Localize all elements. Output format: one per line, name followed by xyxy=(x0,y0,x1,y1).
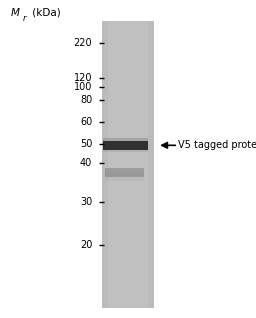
Text: 220: 220 xyxy=(73,38,92,48)
Text: r: r xyxy=(23,14,27,23)
Bar xyxy=(105,171,144,176)
Text: 50: 50 xyxy=(80,139,92,149)
Text: 30: 30 xyxy=(80,197,92,207)
Text: (kDa): (kDa) xyxy=(29,8,61,18)
Bar xyxy=(105,174,144,181)
Bar xyxy=(102,21,154,308)
Text: 60: 60 xyxy=(80,117,92,128)
Text: 40: 40 xyxy=(80,158,92,168)
Bar xyxy=(103,146,148,149)
Bar xyxy=(103,147,148,152)
Text: 100: 100 xyxy=(74,82,92,93)
Text: V5 tagged protein: V5 tagged protein xyxy=(178,140,256,150)
Bar xyxy=(105,168,144,177)
Text: 120: 120 xyxy=(74,73,92,83)
Text: M: M xyxy=(10,8,19,18)
Bar xyxy=(103,141,148,150)
Bar xyxy=(108,21,148,308)
Text: 80: 80 xyxy=(80,95,92,105)
Bar xyxy=(103,138,148,142)
Text: 20: 20 xyxy=(80,240,92,251)
